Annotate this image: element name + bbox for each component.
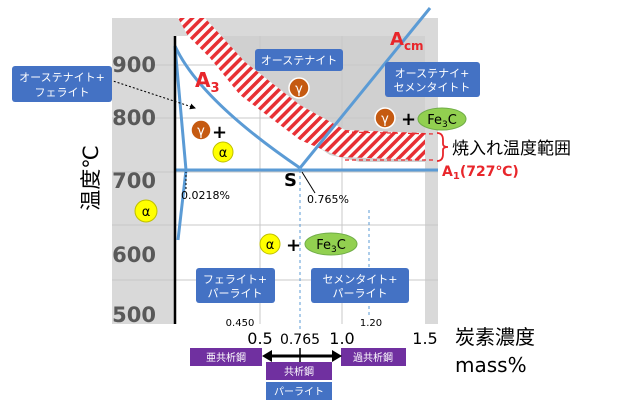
box-ferrite-pearlite: フェライト+ パーライト bbox=[196, 268, 275, 303]
svg-text:1.5: 1.5 bbox=[412, 329, 437, 348]
svg-text:800: 800 bbox=[112, 106, 156, 130]
arrow-right-head bbox=[332, 350, 342, 362]
acm-label: Acm bbox=[390, 29, 424, 53]
svg-text:亜共析鋼: 亜共析鋼 bbox=[206, 351, 246, 364]
svg-text:α: α bbox=[219, 146, 228, 161]
y-ticks: 900 800 700 600 500 bbox=[112, 53, 156, 327]
acm-line bbox=[298, 7, 432, 169]
svg-text:過共析鋼: 過共析鋼 bbox=[353, 351, 393, 364]
svg-text:フェライト: フェライト bbox=[35, 86, 90, 99]
a3-label: A3 bbox=[195, 68, 220, 96]
svg-text:セメンタイト+: セメンタイト+ bbox=[323, 273, 398, 286]
steel-eutectoid: 共析鋼 bbox=[266, 362, 332, 380]
box-austenite: オーステナイト bbox=[255, 49, 343, 71]
svg-text:600: 600 bbox=[112, 243, 156, 267]
box-austenite-ferrite: オーステナイト+ フェライト bbox=[12, 66, 112, 102]
svg-text:オーステナイト+: オーステナイト+ bbox=[19, 71, 105, 84]
pct-0765: 0.765% bbox=[307, 193, 349, 206]
svg-text:γ: γ bbox=[381, 112, 389, 127]
arrow-left-head bbox=[262, 350, 272, 362]
svg-text:オーステナイ+: オーステナイ+ bbox=[395, 67, 470, 80]
svg-text:パーライト: パーライト bbox=[274, 386, 324, 398]
quench-band-guides bbox=[344, 131, 436, 161]
steel-pearlite: パーライト bbox=[266, 382, 332, 400]
quench-range-label: 焼入れ温度範囲 bbox=[452, 139, 571, 159]
a1-label: A1(727℃) bbox=[442, 164, 519, 182]
svg-text:オーステナイト: オーステナイト bbox=[261, 54, 337, 67]
s-pointer bbox=[301, 171, 316, 194]
svg-text:α: α bbox=[266, 238, 275, 253]
gamma-austenite: γ bbox=[288, 77, 310, 99]
steel-hypoeutectoid: 亜共析鋼 bbox=[190, 348, 262, 366]
a3-line bbox=[173, 45, 301, 170]
svg-text:共析鋼: 共析鋼 bbox=[284, 365, 314, 378]
svg-text:セメンタイトト: セメンタイトト bbox=[394, 81, 471, 94]
svg-text:500: 500 bbox=[112, 303, 156, 327]
plus-bottom: + bbox=[286, 235, 301, 256]
svg-text:γ: γ bbox=[197, 124, 205, 139]
x-axis-label-2: mass% bbox=[455, 353, 527, 377]
svg-text:0.5: 0.5 bbox=[247, 329, 272, 348]
x-axis-label-1: 炭素濃度 bbox=[455, 325, 535, 349]
x-tick-0765: 0.765 bbox=[280, 332, 320, 348]
svg-text:α: α bbox=[142, 205, 151, 220]
svg-text:フェライト+: フェライト+ bbox=[203, 273, 267, 286]
quench-band bbox=[178, 18, 425, 160]
quench-bracket bbox=[436, 132, 449, 162]
svg-text:900: 900 bbox=[112, 53, 156, 77]
pct-0218: 0.0218% bbox=[181, 189, 230, 202]
svg-text:Fe3C: Fe3C bbox=[316, 238, 346, 255]
leader-austenite-ferrite bbox=[109, 79, 196, 110]
alpha-left: α bbox=[212, 141, 234, 163]
plus-left: + bbox=[212, 122, 227, 143]
svg-text:パーライト: パーライト bbox=[208, 287, 263, 300]
svg-text:1.20: 1.20 bbox=[360, 318, 382, 329]
plus-right: + bbox=[401, 109, 416, 130]
svg-text:700: 700 bbox=[112, 169, 156, 193]
box-cementite-pearlite: セメンタイト+ パーライト bbox=[311, 268, 409, 303]
alpha-bottom: α bbox=[259, 233, 281, 255]
x-ticks: 0.5 1.0 1.5 bbox=[247, 329, 437, 348]
steel-hypereutectoid: 過共析鋼 bbox=[341, 348, 406, 366]
box-austenite-cementite: オーステナイ+ セメンタイトト bbox=[385, 62, 480, 97]
svg-text:1.0: 1.0 bbox=[329, 329, 354, 348]
y-axis-label: 温度℃ bbox=[79, 145, 103, 211]
alpha-outer: α bbox=[134, 199, 158, 223]
svg-text:Fe3C: Fe3C bbox=[427, 113, 457, 130]
gamma-left: γ bbox=[190, 119, 212, 141]
svg-text:0.450: 0.450 bbox=[226, 318, 255, 329]
ferrite-boundary bbox=[173, 45, 188, 241]
svg-text:γ: γ bbox=[295, 82, 303, 97]
s-point-label: S bbox=[284, 170, 297, 191]
x-small-ticks: 0.450 1.20 bbox=[226, 318, 382, 329]
phase-lines bbox=[173, 7, 438, 241]
fe3c-right: Fe3C bbox=[417, 107, 467, 131]
gamma-right: γ bbox=[374, 107, 396, 129]
fe3c-bottom: Fe3C bbox=[304, 232, 358, 256]
svg-text:パーライト: パーライト bbox=[333, 287, 388, 300]
